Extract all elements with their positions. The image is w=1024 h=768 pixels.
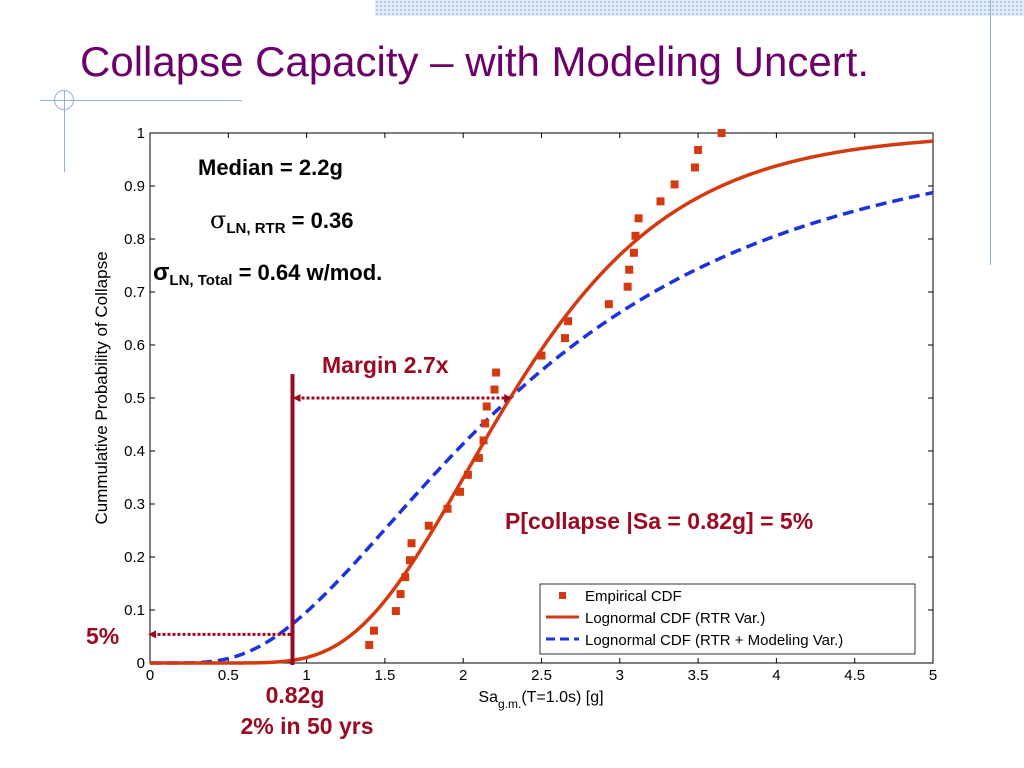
line-lognormal-rtr <box>150 139 934 665</box>
x-tick-label: 4 <box>772 667 780 684</box>
x-tick-label: 4.5 <box>844 667 865 684</box>
x-tick-label: 0 <box>146 667 154 684</box>
empirical-point <box>396 590 405 599</box>
x-axis-label-main: Sa <box>478 689 498 706</box>
empirical-point <box>694 145 703 154</box>
y-tick-label: 0.8 <box>124 231 145 248</box>
empirical-point <box>656 197 665 206</box>
legend-label-empirical: Empirical CDF <box>585 588 682 605</box>
sigma-rtr-subscript: LN, RTR <box>226 220 285 237</box>
y-axis-label: Cummulative Probability of Collapse <box>92 251 111 524</box>
x-tick-label: 2.5 <box>531 667 552 684</box>
empirical-point <box>443 504 452 513</box>
empirical-point <box>717 129 726 137</box>
y-tick-label: 0.1 <box>124 602 145 619</box>
empirical-point <box>537 351 546 360</box>
decoration-horizontal-line <box>40 100 242 101</box>
x-axis-ticks: 0 0.5 1 1.5 2 2.5 3 3.5 4 4.5 5 <box>146 133 937 684</box>
series-empirical-cdf <box>365 129 726 649</box>
x-tick-label: 3 <box>616 667 624 684</box>
decoration-vertical-line <box>990 0 991 265</box>
y-tick-label: 0.7 <box>124 284 145 301</box>
empirical-point <box>560 334 569 343</box>
empirical-point <box>564 317 573 326</box>
y-tick-label: 0 <box>137 655 145 672</box>
empirical-point <box>631 231 640 240</box>
sigma-total-value: = 0.64 w/mod. <box>232 260 382 285</box>
x-axis-label-subscript: g.m. <box>498 697 521 711</box>
pcollapse-annotation: P[collapse |Sa = 0.82g] = 5% <box>505 508 813 534</box>
sigma-total-annotation: σLN, Total = 0.64 w/mod. <box>153 259 382 289</box>
empirical-point <box>369 626 378 635</box>
sigma-total-subscript-a: LN <box>169 272 189 289</box>
y-tick-label: 0.6 <box>124 337 145 354</box>
empirical-point <box>481 419 490 428</box>
empirical-point <box>401 573 410 582</box>
slide-title: Collapse Capacity – with Modeling Uncert… <box>80 38 870 85</box>
decoration-circle-icon <box>54 90 74 110</box>
legend-swatch-empirical <box>559 592 566 599</box>
hazard-annotation: 2% in 50 yrs <box>241 713 374 739</box>
sa-value-annotation: 0.82g <box>266 682 325 708</box>
empirical-point <box>482 402 491 411</box>
empirical-point <box>365 640 374 649</box>
y-tick-label: 0.2 <box>124 549 145 566</box>
empirical-point <box>479 436 488 445</box>
empirical-point <box>629 248 638 257</box>
annotation-layer <box>148 374 513 665</box>
header-decoration-band <box>375 0 1024 16</box>
legend-label-total: Lognormal CDF (RTR + Modeling Var.) <box>585 632 843 649</box>
y-tick-label: 0.3 <box>124 496 145 513</box>
empirical-point <box>634 214 643 223</box>
series-lognormal-rtr <box>150 139 934 665</box>
y-axis-ticks: 0 0.1 0.2 0.3 0.4 0.5 0.6 0.7 0.8 0.9 1 <box>124 125 933 672</box>
empirical-point <box>604 300 613 309</box>
x-tick-label: 1 <box>302 667 310 684</box>
sigma-rtr-value: = 0.36 <box>286 208 354 233</box>
empirical-point <box>405 556 414 565</box>
median-annotation: Median = 2.2g <box>198 155 343 180</box>
empirical-point <box>625 265 634 274</box>
empirical-point <box>670 180 679 189</box>
y-tick-label: 0.9 <box>124 178 145 195</box>
margin-annotation: Margin 2.7x <box>322 352 449 378</box>
empirical-point <box>490 385 499 394</box>
legend-box <box>539 583 916 655</box>
empirical-point <box>492 368 501 377</box>
empirical-point <box>463 470 472 479</box>
y-tick-label: 0.4 <box>124 443 145 460</box>
x-tick-label: 5 <box>929 667 937 684</box>
x-tick-label: 3.5 <box>688 667 709 684</box>
chart-legend: Empirical CDF Lognormal CDF (RTR Var.) L… <box>539 583 916 655</box>
legend-label-rtr: Lognormal CDF (RTR Var.) <box>585 610 765 627</box>
sigma-total-subscript-b: , Total <box>189 272 232 289</box>
plot-area-frame <box>149 132 934 664</box>
x-tick-label: 0.5 <box>218 667 239 684</box>
empirical-point <box>474 453 483 462</box>
sigma-rtr-annotation: σLN, RTR = 0.36 <box>210 206 353 237</box>
empirical-point <box>456 487 465 496</box>
decoration-crosshair-line <box>64 90 65 172</box>
five-percent-annotation: 5% <box>86 623 119 649</box>
empirical-point <box>391 607 400 616</box>
empirical-point <box>690 163 699 172</box>
x-tick-label: 2 <box>459 667 467 684</box>
empirical-point <box>623 282 632 291</box>
empirical-point <box>407 539 416 548</box>
x-tick-label: 1.5 <box>374 667 395 684</box>
x-axis-label-rest: (T=1.0s) [g] <box>521 689 603 706</box>
sigma-rtr-symbol: σ <box>210 206 226 234</box>
empirical-point <box>424 521 433 530</box>
y-tick-label: 0.5 <box>124 390 145 407</box>
x-axis-label: Sag.m.(T=1.0s) [g] <box>478 689 603 711</box>
y-tick-label: 1 <box>137 125 145 142</box>
sigma-total-symbol: σ <box>153 259 169 286</box>
